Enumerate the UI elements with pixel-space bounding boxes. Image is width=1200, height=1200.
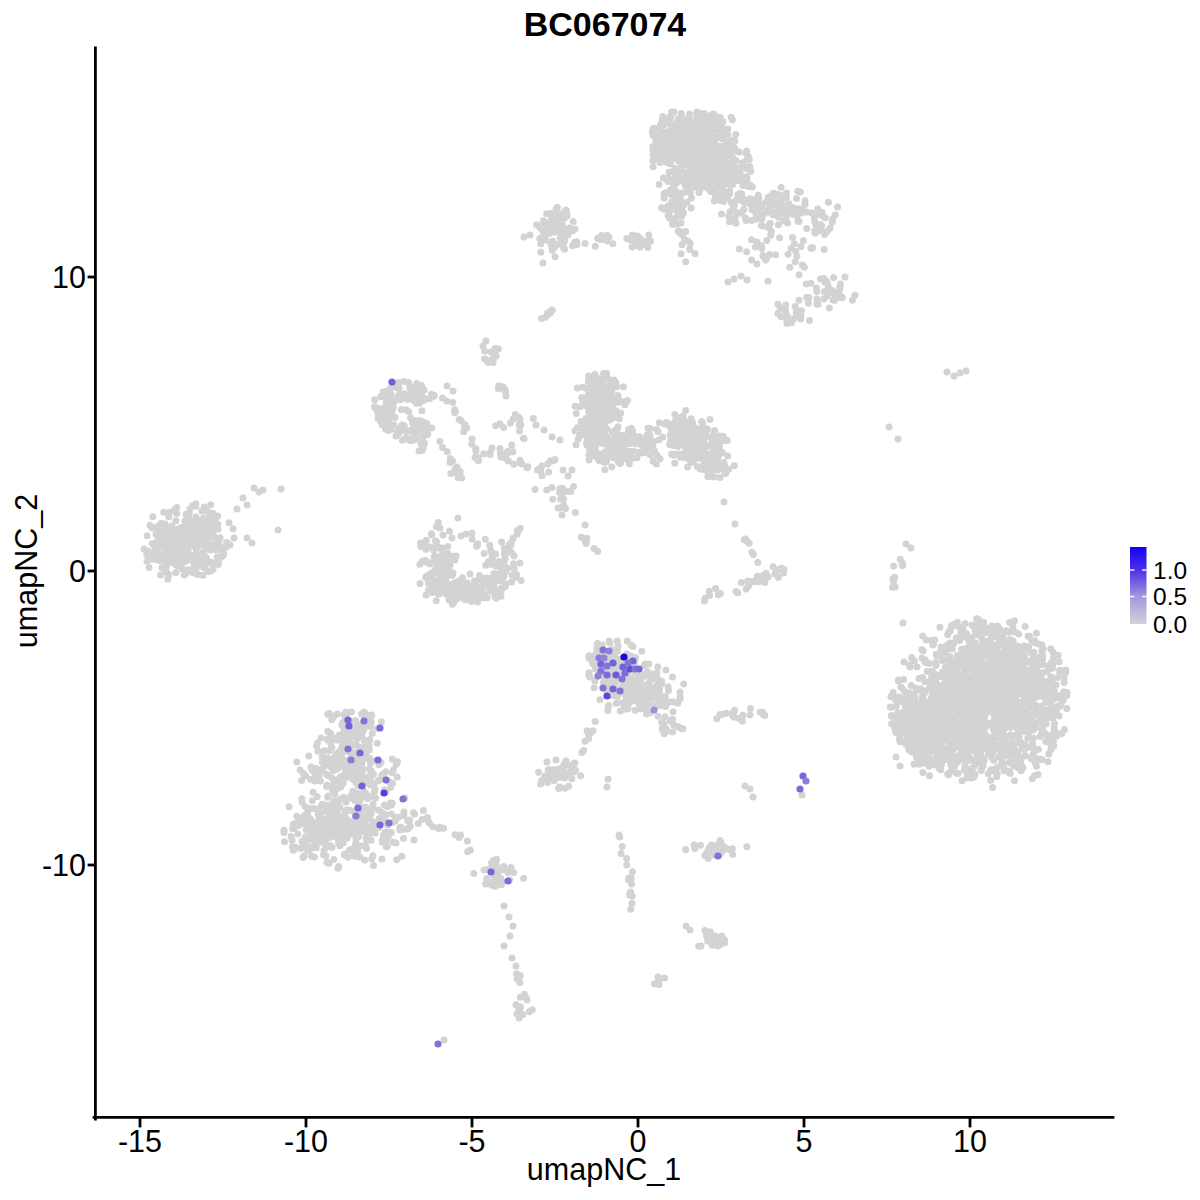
svg-text:-10: -10 xyxy=(42,848,86,882)
svg-text:10: 10 xyxy=(52,260,86,294)
svg-text:0.5: 0.5 xyxy=(1153,583,1187,610)
svg-text:umapNC_2: umapNC_2 xyxy=(9,494,44,648)
svg-text:10: 10 xyxy=(953,1124,987,1158)
svg-text:-10: -10 xyxy=(284,1124,328,1158)
svg-text:-15: -15 xyxy=(118,1124,162,1158)
svg-text:-5: -5 xyxy=(458,1124,485,1158)
svg-text:0: 0 xyxy=(69,554,86,588)
svg-text:BC067074: BC067074 xyxy=(524,5,687,43)
svg-text:umapNC_1: umapNC_1 xyxy=(527,1152,681,1187)
svg-text:0.0: 0.0 xyxy=(1153,611,1187,638)
svg-text:5: 5 xyxy=(796,1124,813,1158)
svg-text:1.0: 1.0 xyxy=(1153,557,1187,584)
